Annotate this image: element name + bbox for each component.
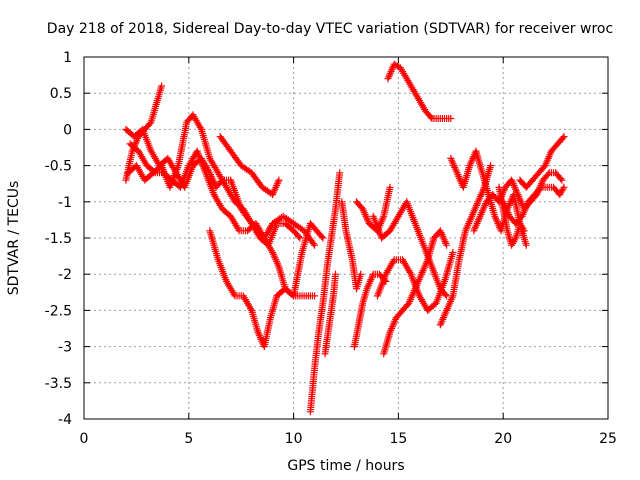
y-tick-label: -2 (58, 267, 72, 283)
data-point-markers (338, 198, 365, 293)
series-s6 (206, 227, 319, 351)
y-tick-label: -1 (58, 195, 72, 211)
series-s15 (384, 60, 455, 122)
data-points (122, 60, 568, 416)
x-tick-label: 15 (389, 431, 407, 447)
data-point-markers (126, 140, 319, 249)
series-s8 (321, 270, 339, 358)
series-s21 (495, 183, 528, 249)
series-s11 (353, 183, 394, 235)
x-axis-label: GPS time / hours (287, 458, 404, 474)
y-tick-label: -2.5 (45, 303, 72, 319)
series-s4 (126, 140, 319, 249)
y-tick-label: 1 (63, 50, 72, 66)
data-point-markers (353, 183, 394, 235)
x-tick-label: 5 (184, 431, 193, 447)
data-point-markers (321, 270, 339, 358)
x-tick-label: 0 (80, 431, 89, 447)
data-point-markers (380, 227, 451, 358)
y-tick-label: -1.5 (45, 231, 72, 247)
x-tick-label: 20 (494, 431, 512, 447)
series-s13 (373, 249, 457, 314)
series-s7 (306, 169, 344, 416)
x-tick-label: 10 (285, 431, 303, 447)
data-point-markers (373, 249, 457, 314)
data-point-markers (306, 169, 344, 416)
x-tick-label: 25 (599, 431, 617, 447)
series-s9 (338, 198, 365, 293)
y-tick-label: 0.5 (50, 86, 72, 102)
series-s19 (516, 133, 568, 191)
y-tick-label: 0 (63, 122, 72, 138)
data-point-markers (216, 133, 283, 199)
data-point-markers (495, 183, 528, 249)
data-point-markers (516, 133, 568, 191)
grid (84, 57, 608, 419)
axis-ticks: 0 5 10 15 20 25 1 0.5 0 -0.5 -1 -1.5 -2 -2.5 -3 -3.5 -4 (45, 50, 617, 447)
data-point-markers (206, 227, 319, 351)
plot-frame (83, 56, 609, 420)
y-tick-label: -4 (58, 412, 72, 428)
series-s12 (369, 198, 451, 300)
y-tick-label: -3.5 (45, 376, 72, 392)
series-s5 (216, 133, 283, 199)
chart-title: Day 218 of 2018, Sidereal Day-to-day VTE… (47, 21, 613, 37)
y-tick-label: -0.5 (45, 159, 72, 175)
data-point-markers (369, 198, 451, 300)
y-axis-label: SDTVAR / TECUs (6, 181, 22, 296)
data-point-markers (384, 60, 455, 122)
series-s14 (380, 227, 451, 358)
data-point-markers (350, 270, 390, 351)
series-s10 (350, 270, 390, 351)
y-tick-label: -3 (58, 340, 72, 356)
